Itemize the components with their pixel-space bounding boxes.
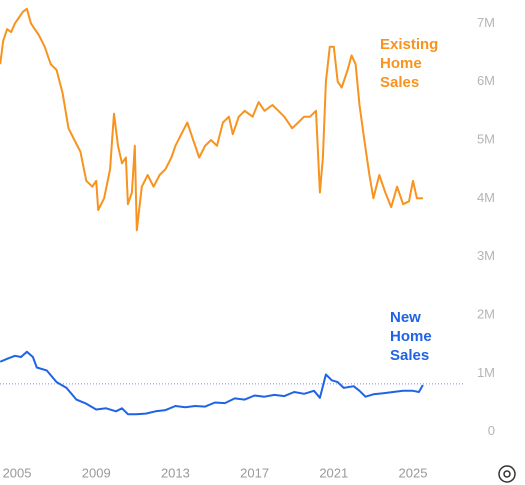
x-tick-label: 2013 bbox=[161, 465, 190, 480]
series-label: New Home Sales bbox=[390, 309, 432, 364]
x-tick-label: 2025 bbox=[399, 465, 428, 480]
y-tick-label: 4M bbox=[477, 190, 495, 205]
icon-ring bbox=[498, 465, 516, 483]
settings-icon[interactable] bbox=[498, 465, 516, 483]
y-tick-label: 2M bbox=[477, 306, 495, 321]
series-label: Existing Home Sales bbox=[380, 36, 439, 91]
y-tick-label: 0 bbox=[488, 423, 495, 438]
x-tick-label: 2021 bbox=[319, 465, 348, 480]
y-tick-label: 5M bbox=[477, 131, 495, 146]
series-line bbox=[0, 350, 424, 416]
y-tick-label: 1M bbox=[477, 365, 495, 380]
y-tick-label: 3M bbox=[477, 248, 495, 263]
x-tick-label: 2009 bbox=[82, 465, 111, 480]
x-tick-label: 2017 bbox=[240, 465, 269, 480]
series-line bbox=[0, 7, 423, 232]
x-tick-label: 2005 bbox=[3, 465, 32, 480]
y-tick-label: 7M bbox=[477, 15, 495, 30]
icon-center bbox=[503, 470, 511, 478]
y-tick-label: 6M bbox=[477, 73, 495, 88]
